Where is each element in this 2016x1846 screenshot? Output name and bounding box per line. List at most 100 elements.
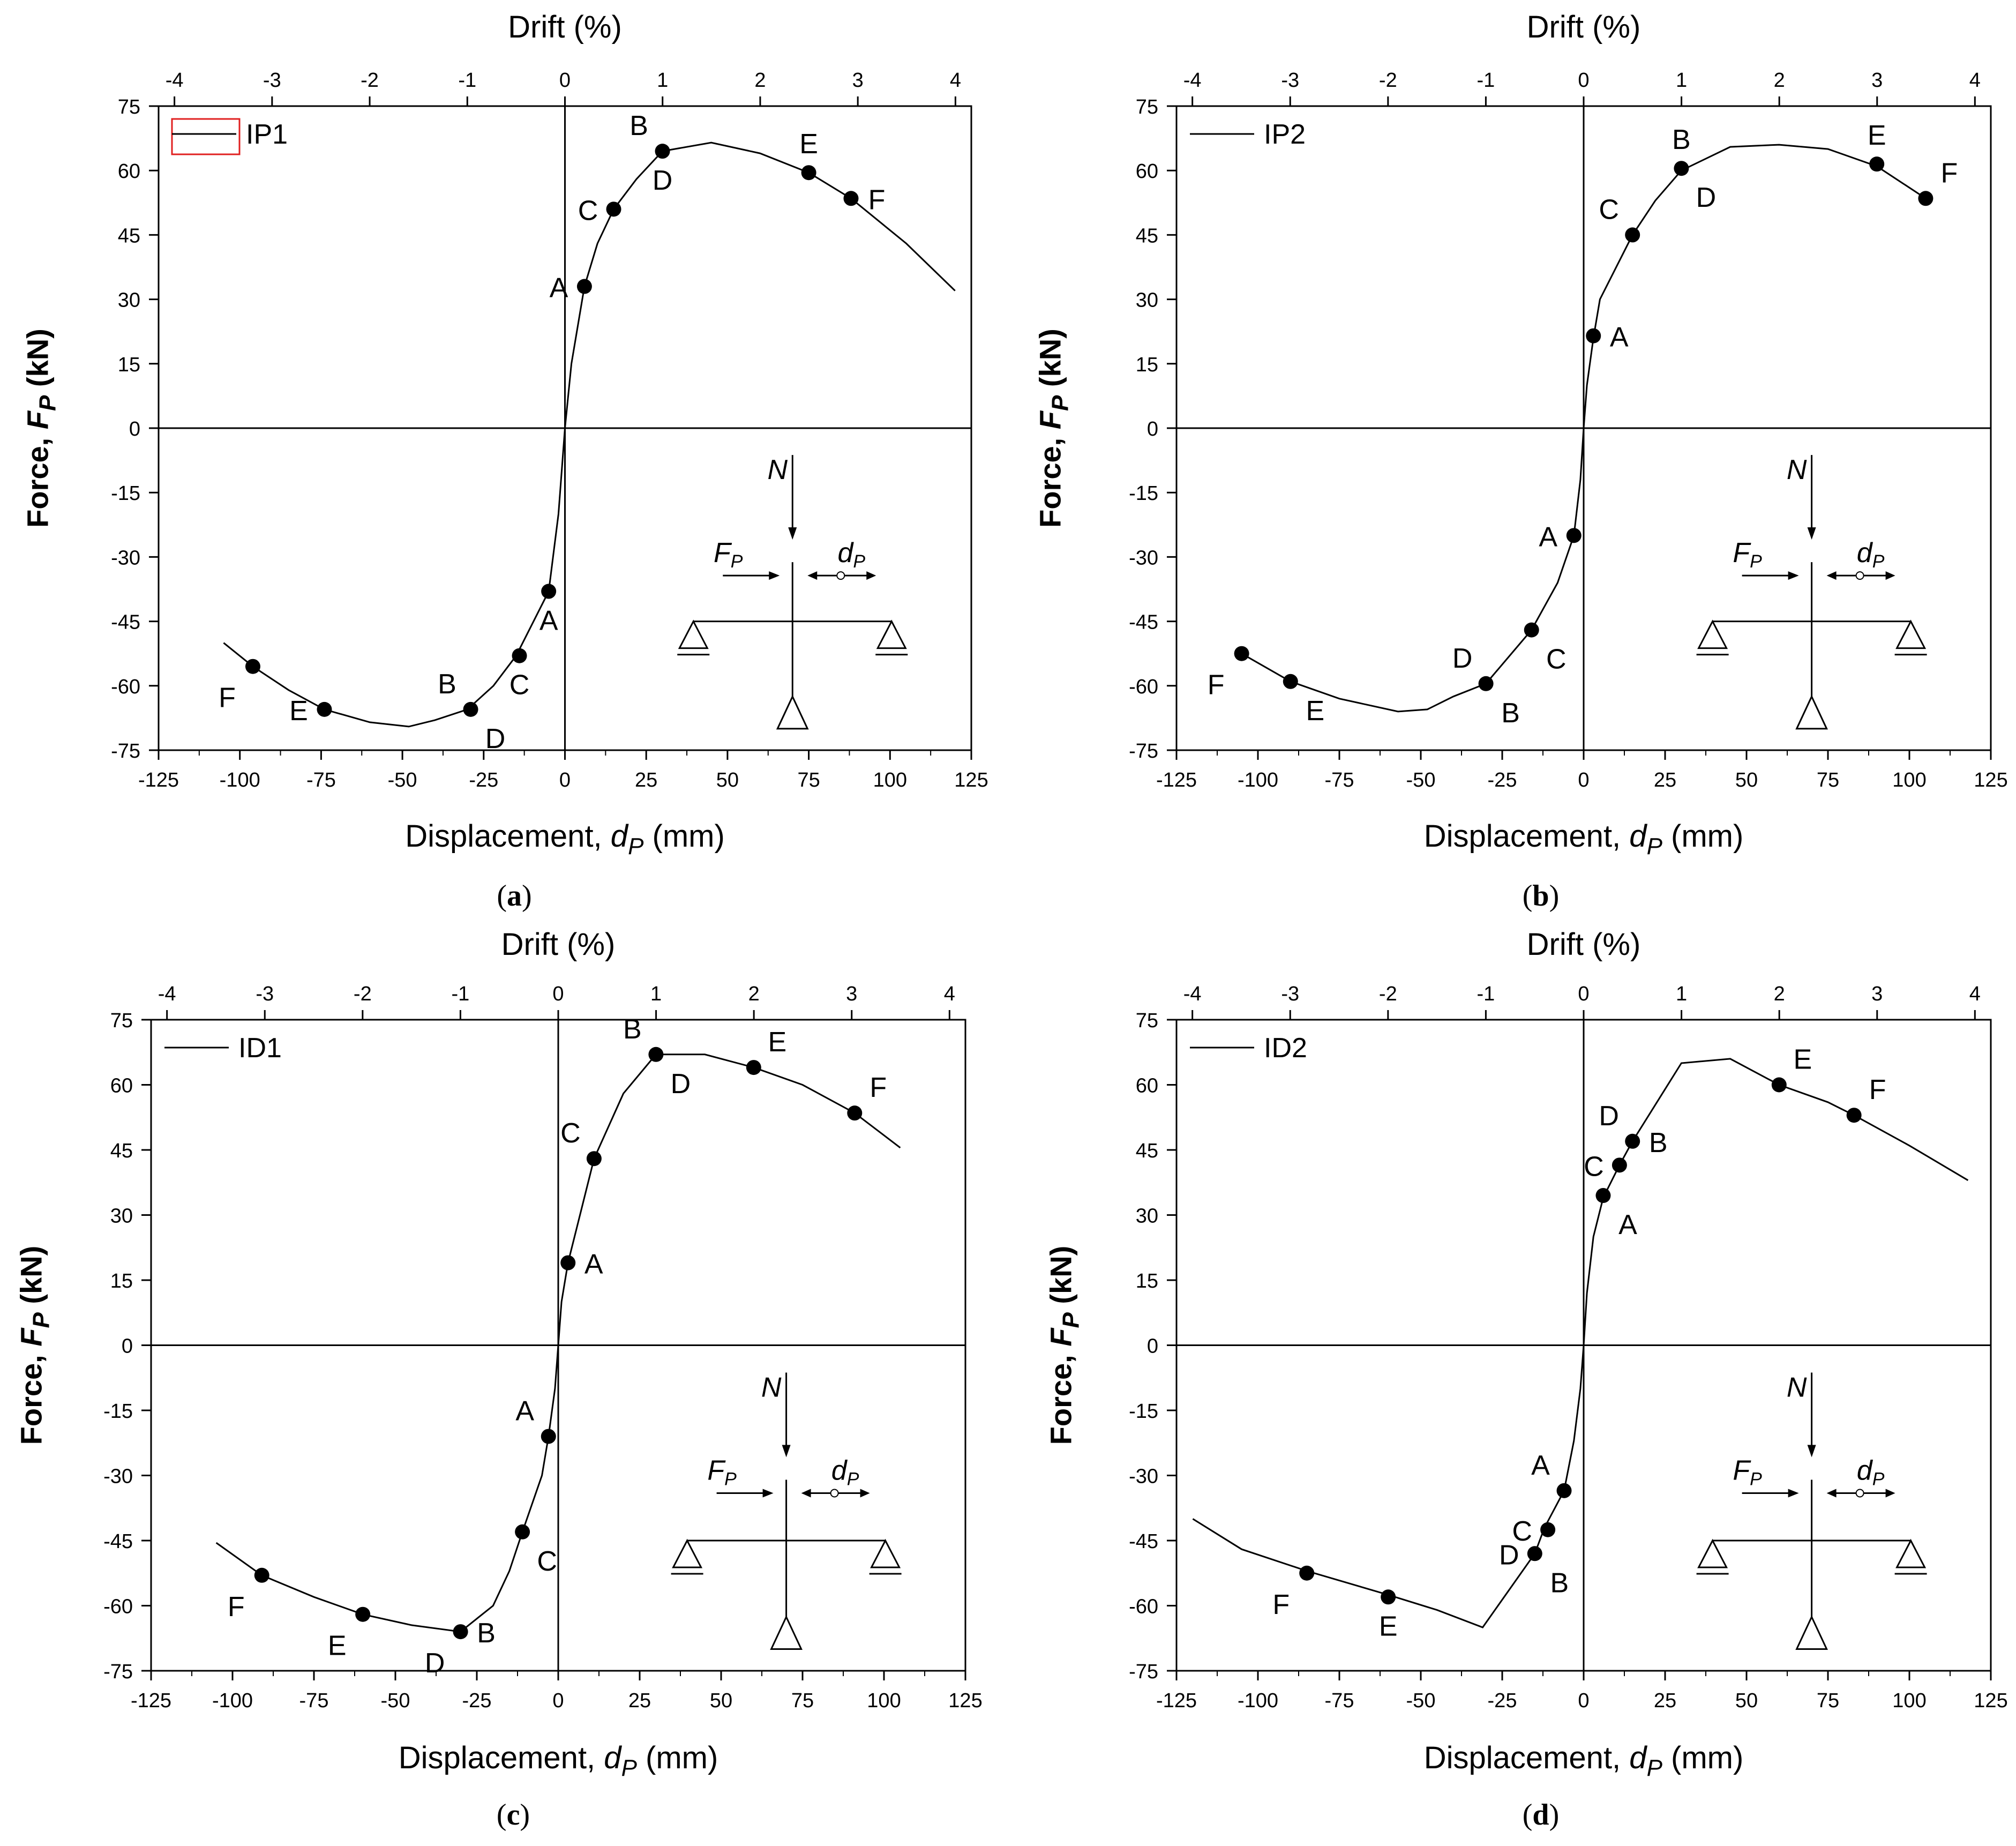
legend-label: ID2 — [1264, 1033, 1307, 1064]
data-point-C — [1612, 1157, 1627, 1173]
roller-support-left — [672, 1538, 703, 1568]
data-point-B — [463, 701, 478, 717]
x-tick-label: 125 — [948, 1690, 982, 1712]
y-axis-title-suffix: (kN) — [14, 1246, 48, 1312]
y-tick-label: 60 — [110, 1075, 133, 1097]
y-tick-label: -60 — [103, 1596, 133, 1618]
displacement-arrowhead-right — [1885, 1489, 1895, 1498]
pin-support-base — [776, 694, 809, 730]
force-arrowhead — [1788, 571, 1799, 580]
x-tick-label: -25 — [1488, 769, 1517, 791]
drift-tick-label: 1 — [1676, 69, 1687, 92]
displacement-label-sub: P — [853, 551, 865, 572]
axial-load-arrowhead — [788, 527, 797, 540]
point-label-A: A — [1610, 322, 1629, 353]
data-point-A — [560, 1255, 576, 1270]
point-label-E: E — [1868, 120, 1886, 151]
series-line-ID1 — [215, 1053, 901, 1633]
panel-label-open: ( — [497, 879, 507, 913]
panel-label-letter: b — [1532, 879, 1549, 913]
displacement-arrowhead-right — [1885, 571, 1895, 580]
data-point-E — [801, 165, 816, 181]
y-tick-label: 0 — [129, 418, 140, 440]
data-point-D — [1527, 1546, 1542, 1561]
y-axis-title-suffix: (kN) — [21, 328, 55, 395]
panel-label-close: ) — [1549, 879, 1560, 913]
panel-label-close: ) — [522, 879, 532, 913]
data-point-A — [1556, 1483, 1572, 1498]
x-axis-title-var: d — [1629, 819, 1647, 854]
point-label-D: D — [671, 1068, 691, 1100]
data-point-F — [1299, 1565, 1315, 1581]
y-axis-title-prefix: Force, — [14, 1347, 48, 1445]
x-tick-label: 25 — [1654, 1690, 1676, 1712]
force-label: FP — [707, 1455, 737, 1490]
drift-tick-label: 0 — [552, 983, 564, 1005]
drift-tick-label: 3 — [1871, 69, 1883, 92]
point-label-F: F — [868, 184, 886, 215]
x-tick-label: 75 — [1817, 769, 1839, 791]
x-axis-title-suffix: (mm) — [1662, 819, 1743, 854]
y-tick-label: 15 — [118, 354, 140, 376]
point-label-C: C — [1546, 644, 1567, 675]
legend-label: IP2 — [1264, 119, 1306, 150]
x-tick-label: 25 — [628, 1690, 651, 1712]
displacement-label-sub: P — [1872, 551, 1885, 572]
x-tick-label: -100 — [1238, 769, 1278, 791]
y-tick-label: 0 — [1147, 418, 1158, 440]
x-tick-label: -100 — [220, 769, 260, 791]
pin-support-base — [770, 1615, 803, 1650]
data-point-D — [1478, 676, 1494, 691]
drift-tick-label: -3 — [1281, 69, 1299, 92]
drift-tick-label: 4 — [1969, 69, 1981, 92]
point-label-E: E — [1793, 1044, 1812, 1075]
displacement-marker — [1855, 1489, 1864, 1498]
x-axis-title-prefix: Displacement, — [1424, 819, 1630, 854]
data-point-A — [1566, 528, 1582, 543]
y-axis-title-sub: P — [1058, 1312, 1084, 1328]
drift-axis-title: Drift (%) — [1527, 10, 1641, 44]
point-label-A: A — [1539, 521, 1557, 552]
displacement-label-var: d — [1857, 537, 1873, 569]
x-tick-label: -100 — [212, 1690, 253, 1712]
panel-label-letter: a — [507, 879, 522, 913]
y-tick-label: 30 — [1136, 289, 1158, 312]
y-axis-title-suffix: (kN) — [1044, 1246, 1078, 1312]
x-tick-label: 0 — [1578, 769, 1589, 791]
displacement-label: dP — [831, 1455, 859, 1490]
axial-load-label: N — [767, 454, 788, 485]
panel-label-close: ) — [1549, 1798, 1560, 1832]
y-tick-label: -15 — [111, 482, 140, 505]
x-tick-label: 100 — [1892, 769, 1926, 791]
data-point-C — [512, 648, 527, 663]
axial-load-label: N — [1787, 454, 1807, 485]
force-label-var: F — [714, 537, 732, 569]
drift-tick-label: -1 — [452, 983, 470, 1005]
series-line-ID2 — [1192, 1058, 1969, 1628]
x-tick-label: 50 — [710, 1690, 732, 1712]
test-setup-schematic: NFP dP — [1696, 454, 1927, 730]
pin-support-base — [1795, 1615, 1828, 1650]
x-tick-label: -125 — [1156, 1690, 1197, 1712]
x-tick-label: -50 — [381, 1690, 410, 1712]
data-point-D — [1625, 1133, 1640, 1149]
drift-tick-label: -4 — [1183, 69, 1202, 92]
displacement-arrowhead-left — [1826, 1489, 1837, 1498]
point-label-B: B — [1550, 1567, 1569, 1598]
force-label: FP — [1733, 1455, 1762, 1490]
x-tick-label: 75 — [791, 1690, 814, 1712]
y-axis-title-prefix: Force, — [1033, 429, 1067, 528]
y-tick-label: -60 — [1129, 676, 1158, 698]
x-tick-label: 0 — [1578, 1690, 1589, 1712]
drift-tick-label: 4 — [1969, 983, 1981, 1005]
x-tick-label: 50 — [716, 769, 739, 791]
point-label-B: B — [623, 1014, 642, 1045]
x-tick-label: -100 — [1238, 1690, 1278, 1712]
data-point-F — [843, 191, 859, 206]
x-axis-title-var: d — [604, 1740, 622, 1775]
displacement-label-var: d — [1857, 1455, 1873, 1486]
x-tick-label: 125 — [1974, 769, 2007, 791]
y-axis-title-suffix: (kN) — [1033, 328, 1067, 395]
point-label-C: C — [537, 1546, 557, 1577]
panel-label-open: ( — [497, 1798, 507, 1832]
